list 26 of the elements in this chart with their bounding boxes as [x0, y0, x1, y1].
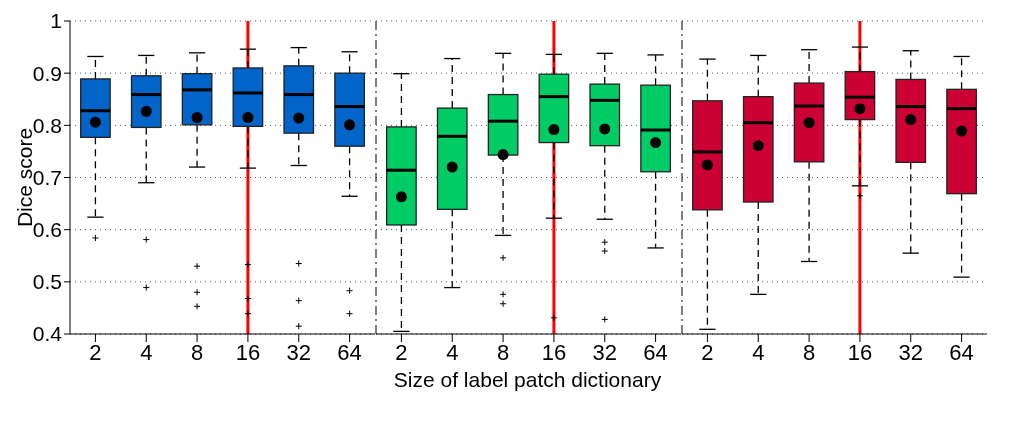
y-tick-label: 0.7 [32, 165, 62, 189]
x-tick-label: 4 [446, 339, 459, 365]
x-tick-label: 8 [190, 339, 204, 365]
x-tick-label: 64 [337, 339, 362, 365]
x-tick-label: 4 [752, 339, 765, 365]
x-tick-label: 64 [643, 339, 668, 365]
x-tick-label: 2 [395, 339, 408, 365]
x-tick-label: 64 [949, 339, 974, 365]
y-tick-label: 0.4 [32, 322, 63, 346]
y-tick-label: 0.9 [32, 61, 62, 85]
x-tick-label: 4 [140, 339, 153, 365]
x-tick-label: 16 [541, 339, 567, 365]
x-tick-label: 32 [898, 339, 923, 365]
x-tick-label: 32 [592, 339, 617, 365]
x-axis-title: Size of label patch dictionary [392, 368, 663, 392]
y-tick-label: 1 [50, 9, 62, 33]
y-tick-label: 0.6 [32, 218, 62, 242]
x-tick-label: 8 [802, 339, 816, 365]
x-tick-label: 32 [286, 339, 311, 365]
x-tick-label: 2 [89, 339, 102, 365]
y-tick-label: 0.8 [32, 113, 62, 137]
y-tick-label: 0.5 [32, 270, 62, 294]
x-tick-label: 16 [847, 339, 873, 365]
x-tick-label: 16 [235, 339, 261, 365]
x-tick-label: 2 [701, 339, 714, 365]
x-tick-label: 8 [496, 339, 510, 365]
